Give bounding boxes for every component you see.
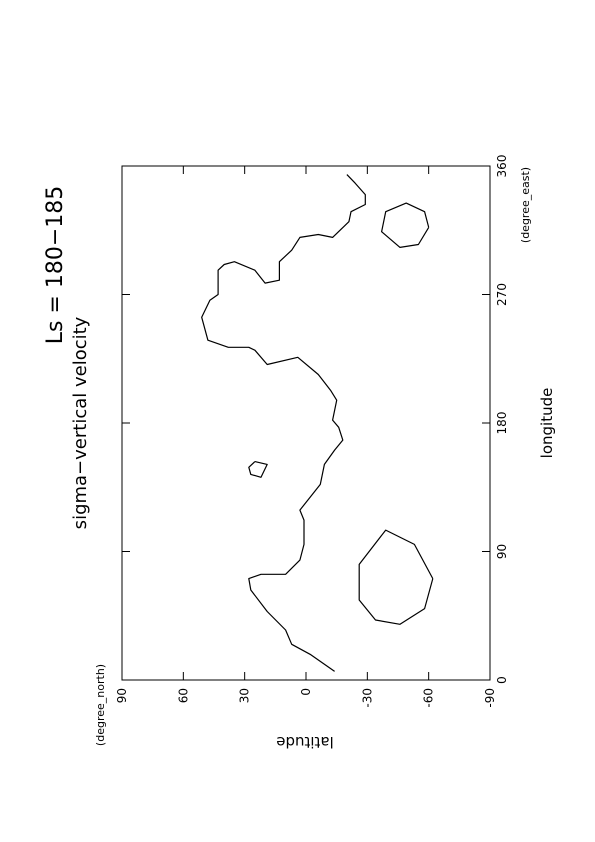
contour-line [248,461,268,478]
x-tick-label: 360 [495,155,509,178]
y-tick-label: 0 [299,688,313,696]
contour-line [201,174,366,672]
y-tick-label: -90 [483,688,497,708]
contour-line [358,529,434,625]
y-tick-label: 30 [238,688,252,703]
plot-frame [121,165,491,681]
y-tick-label: 60 [176,688,190,703]
x-tick-label: 180 [495,412,509,435]
y-axis-unit: (degree_north) [94,664,107,746]
x-tick-label: 0 [495,676,509,684]
y-tick-label: 90 [115,688,129,703]
contour-line [381,202,430,248]
y-tick-label: -30 [360,688,374,708]
chart-title: Ls = 180−185 [43,186,68,345]
y-tick-label: -60 [422,688,436,708]
x-tick-label: 270 [495,283,509,306]
chart-subtitle: sigma−vertical velocity [70,316,91,529]
x-axis-unit: (degree_east) [519,167,532,243]
x-tick-label: 90 [495,544,509,559]
x-axis-label: longitude [538,388,556,459]
y-axis-label: latitude [276,733,334,751]
